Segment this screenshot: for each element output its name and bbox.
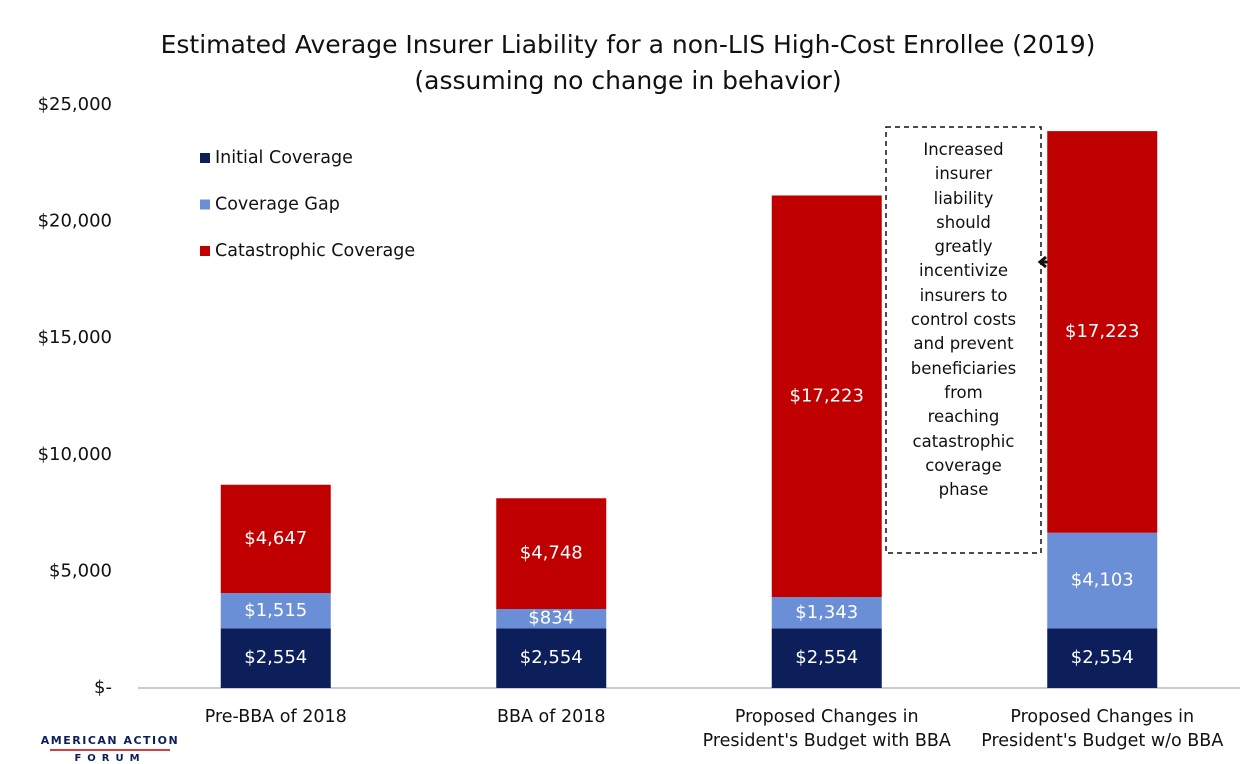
bar-segment — [1047, 532, 1158, 629]
legend-swatch — [200, 199, 210, 210]
value-label: $17,223 — [1065, 321, 1139, 342]
bar-segment — [496, 608, 607, 629]
value-label: $4,103 — [1071, 570, 1134, 591]
value-label: $1,343 — [795, 602, 858, 623]
value-label: $2,554 — [520, 647, 583, 668]
value-label: $2,554 — [795, 647, 858, 668]
legend-swatch — [200, 153, 210, 163]
legend-label: Initial Coverage — [215, 148, 353, 168]
y-tick-label: $20,000 — [38, 211, 112, 232]
bar-segment — [1047, 131, 1158, 533]
y-tick-label: $15,000 — [38, 327, 112, 348]
value-label: $834 — [528, 608, 574, 629]
bar-segment — [771, 597, 882, 629]
value-label: $4,748 — [520, 543, 583, 564]
chart-subtitle: (assuming no change in behavior) — [414, 66, 841, 95]
value-label: $2,554 — [244, 647, 307, 668]
y-tick-label: $5,000 — [49, 560, 112, 581]
y-tick-label: $25,000 — [38, 94, 112, 115]
bar-segment — [220, 484, 331, 594]
legend-label: Coverage Gap — [215, 195, 340, 215]
value-label: $2,554 — [1071, 647, 1134, 668]
bar-segment — [771, 628, 882, 688]
value-label: $17,223 — [790, 385, 864, 406]
logo-bottom: FORUM — [74, 753, 145, 764]
chart-title: Estimated Average Insurer Liability for … — [161, 30, 1096, 59]
value-label: $4,647 — [244, 528, 307, 549]
x-tick-label: BBA of 2018 — [496, 707, 606, 727]
bar-segment — [496, 498, 607, 609]
bar-segment — [771, 195, 882, 598]
annotation-box — [885, 126, 1042, 554]
logo-top: AMERICAN ACTION — [41, 734, 179, 747]
bar-segment — [496, 628, 607, 688]
annotation: Increased insurer liability should great… — [910, 140, 1017, 500]
bar-segment — [220, 628, 331, 688]
y-tick-label: $10,000 — [38, 444, 112, 465]
x-tick-label: Proposed Changes in President's Budget w… — [702, 707, 951, 751]
legend-swatch — [200, 246, 210, 256]
bar-segment — [220, 593, 331, 629]
bar-segment — [1047, 628, 1158, 688]
legend-label: Catastrophic Coverage — [215, 241, 415, 261]
value-label: $1,515 — [244, 600, 307, 621]
y-tick-label: $- — [94, 677, 112, 698]
x-tick-label: Proposed Changes in President's Budget w… — [981, 707, 1224, 751]
x-tick-label: Pre-BBA of 2018 — [204, 707, 347, 727]
